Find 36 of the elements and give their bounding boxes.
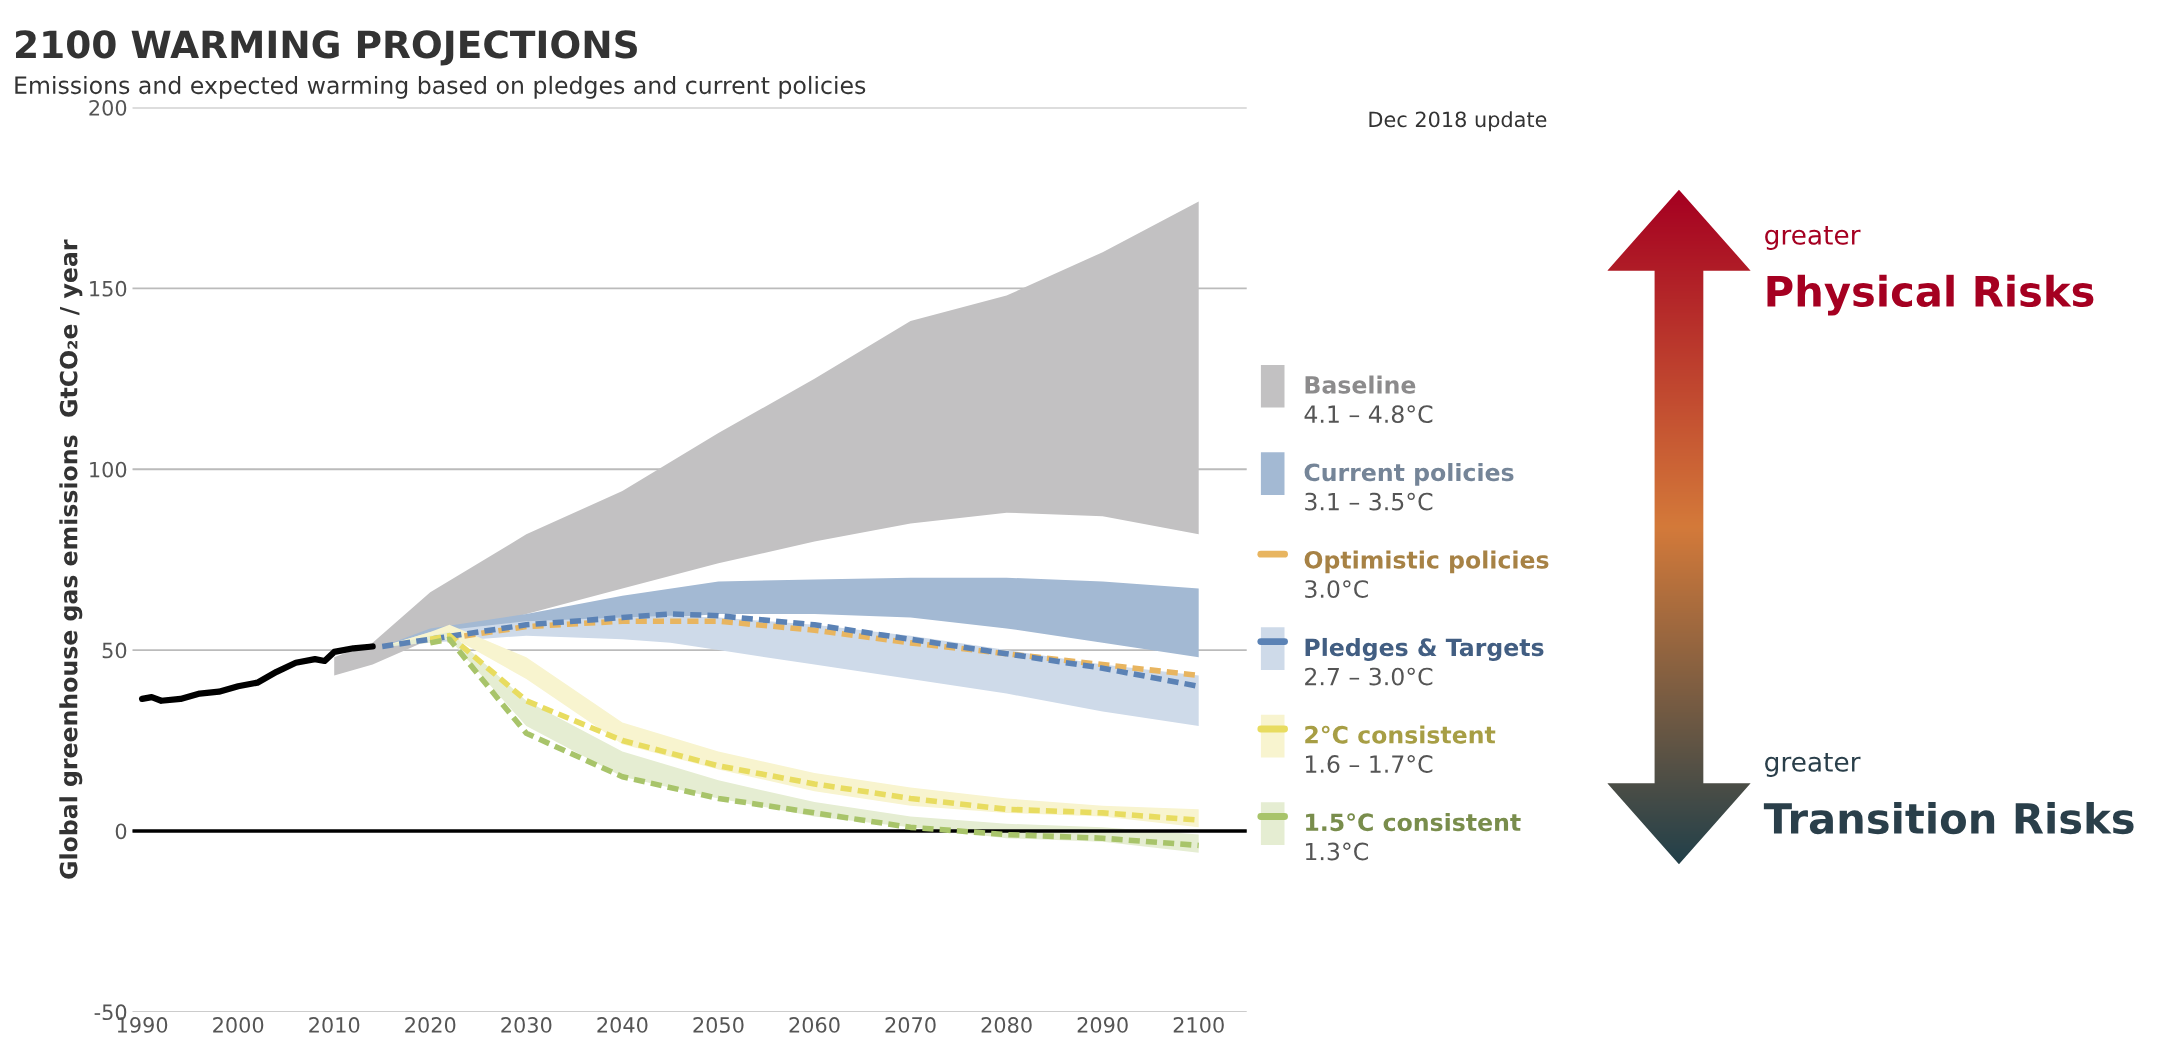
x-tick-label: 2080 [981, 1017, 1032, 1033]
chart-subtitle: Emissions and expected warming based on pledges and current policies [15, 75, 866, 99]
y-tick-label: 100 [90, 461, 127, 478]
x-tick-label: 2010 [309, 1017, 360, 1033]
text: 3.0°C [1305, 580, 1368, 599]
x-tick-label: 2060 [789, 1017, 840, 1033]
y-tick-label: 0 [115, 823, 127, 840]
x-tick-label: 2070 [885, 1017, 936, 1033]
legend-label: Pledges & Targets [1305, 637, 1544, 661]
legend-label: Optimistic policies [1304, 550, 1549, 574]
x-tick-label: 2100 [1173, 1017, 1224, 1033]
text: 1.3°C [1305, 842, 1368, 861]
x-tick-label: 2020 [405, 1017, 456, 1033]
chart-title: 2100 WARMING PROJECTIONS [16, 30, 637, 66]
x-tick-label: 2030 [501, 1017, 552, 1033]
legend-label: 2°C consistent [1305, 725, 1496, 744]
legend-label: Baseline [1305, 375, 1416, 394]
legend-label: 1.5°C consistent [1306, 812, 1521, 832]
x-tick-label: 2090 [1077, 1017, 1128, 1033]
x-tick-label: 2050 [693, 1017, 744, 1033]
text: Physical Risks [1767, 274, 2094, 316]
x-tick-label: 2000 [213, 1017, 264, 1033]
x-tick-label: 2040 [597, 1017, 648, 1033]
text: Dec 2018 update [1369, 111, 1547, 132]
text: greater [1765, 752, 1861, 777]
text: 3.1 – 3.5°C [1305, 492, 1433, 511]
text: 4.1 – 4.8°C [1304, 405, 1433, 424]
text: 1.6 – 1.7°C [1305, 755, 1433, 773]
y-tick-label: 200 [89, 99, 127, 116]
y-tick-label: 150 [90, 280, 127, 297]
y-tick-label: 50 [102, 642, 127, 659]
text: Transition Risks [1763, 801, 2134, 835]
legend-label: Current policies [1304, 462, 1514, 486]
y-axis-title: Global greenhouse gas emissions GtCO₂e / year [59, 239, 83, 879]
text: greater [1765, 225, 1861, 250]
text: 2.7 – 3.0°C [1305, 667, 1433, 686]
